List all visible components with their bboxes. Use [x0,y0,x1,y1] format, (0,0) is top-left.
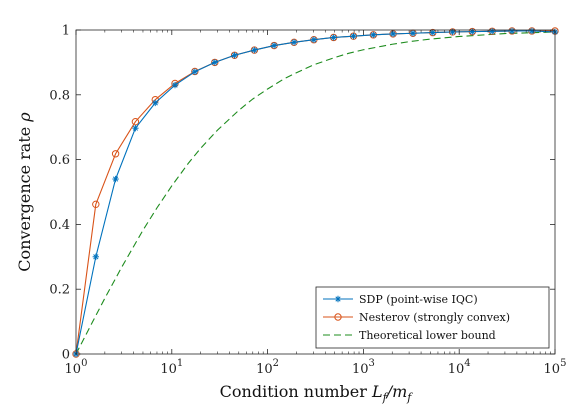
x-tick-label-exponent: 2 [273,358,279,369]
y-tick-label-5: 1 [62,24,70,39]
legend-box [315,286,550,349]
asterisk-stroke [350,33,357,39]
series-layer [72,27,559,358]
asterisk-stroke [331,34,337,41]
data-point [251,46,258,54]
asterisk-stroke [231,52,238,58]
series-sdp-point-wise-iqc [72,27,559,358]
y-axis-title-rho: ρ [15,112,34,123]
x-tick-label-base: 10 [448,362,465,377]
asterisk-stroke [93,254,99,260]
data-point [330,34,337,41]
legend-label-nesterov-strongly-convex: Nesterov (strongly convex) [359,311,510,324]
x-axis-title-sub2: f [406,391,413,404]
x-tick-label-5: 105 [544,358,567,377]
series-theoretical-lower-bound [75,31,556,355]
x-tick-label-exponent: 1 [177,358,183,369]
x-tick-label-base: 10 [160,362,177,377]
x-tick-label-4: 104 [448,358,471,377]
asterisk-stroke [152,100,158,106]
data-point [350,32,357,40]
y-tick-label-4: 0.8 [49,88,70,103]
legend: SDP (point-wise IQC) Nesterov (strongly c… [315,286,550,349]
x-tick-label-exponent: 4 [464,358,470,369]
legend-items: SDP (point-wise IQC) Nesterov (strongly c… [323,293,510,342]
legend-item-sdp-point-wise-iqc: SDP (point-wise IQC) [323,293,478,306]
asterisk-stroke [370,32,376,38]
asterisk-stroke [335,296,341,302]
asterisk-stroke [311,37,317,43]
data-point [469,28,476,35]
data-point [191,68,199,75]
asterisk-stroke [251,47,258,53]
data-point [231,52,238,59]
data-point [152,99,159,107]
x-axis-title: Condition number Lf/mf [220,382,414,404]
asterisk-stroke [112,176,119,182]
data-point [92,253,100,260]
asterisk-stroke [449,29,456,35]
data-point [290,39,298,46]
y-tick-label-2: 0.4 [49,218,70,233]
asterisk-stroke [291,39,297,45]
data-point [389,30,397,38]
data-point [508,27,516,35]
data-point [409,30,417,37]
legend-swatch-marker [334,313,342,321]
asterisk-stroke [271,42,277,49]
x-tick-label-base: 10 [544,362,561,377]
x-tick-label-2: 102 [256,358,279,377]
x-tick-label-exponent: 3 [368,358,374,369]
data-point [111,150,120,158]
x-axis-title-text: Condition number [220,382,372,401]
x-tick-label-0: 100 [65,358,88,377]
asterisk-stroke [529,28,535,34]
legend-swatch-marker [334,295,342,303]
asterisk-stroke [430,29,436,36]
plot-frame [75,29,556,355]
data-point [528,27,536,35]
x-tick-label-exponent: 5 [560,358,566,369]
data-point [92,200,100,209]
data-point [171,81,179,89]
y-tick-label-1: 0.2 [49,283,70,298]
series-line-theoretical-lower-bound [75,31,556,355]
legend-label-theoretical-lower-bound: Theoretical lower bound [359,329,496,342]
x-tick-label-base: 10 [65,362,82,377]
data-point [429,29,436,36]
data-point [132,124,139,132]
x-axis-title-L: L [371,382,383,401]
data-point [370,31,377,39]
y-tick-label-0: 0 [62,348,70,363]
x-axis-title-slash: /m [385,382,408,401]
x-axis-title-sub1: f [382,391,389,404]
y-axis-title-text: Convergence rate [15,122,34,272]
asterisk-stroke [390,31,396,37]
data-point [310,36,318,43]
legend-label-sdp-point-wise-iqc: SDP (point-wise IQC) [359,293,478,306]
data-point [270,42,278,49]
data-point [131,117,140,126]
asterisk-stroke [192,69,198,75]
asterisk-stroke [212,59,218,66]
asterisk-stroke [132,125,139,131]
x-tick-label-base: 10 [256,362,273,377]
y-tick-label-3: 0.6 [49,153,70,168]
data-point [211,59,218,66]
y-axis-title: Convergence rate ρ [15,112,34,272]
data-point [112,175,119,183]
legend-item-nesterov-strongly-convex: Nesterov (strongly convex) [323,311,510,324]
asterisk-stroke [509,28,515,34]
data-point [488,28,496,35]
x-tick-label-exponent: 0 [81,358,87,369]
asterisk-stroke [172,82,178,88]
x-tick-label-1: 101 [160,358,183,377]
x-tick-label-3: 103 [352,358,375,377]
legend-item-theoretical-lower-bound: Theoretical lower bound [323,329,496,342]
x-tick-label-base: 10 [352,362,369,377]
asterisk-stroke [410,30,416,36]
